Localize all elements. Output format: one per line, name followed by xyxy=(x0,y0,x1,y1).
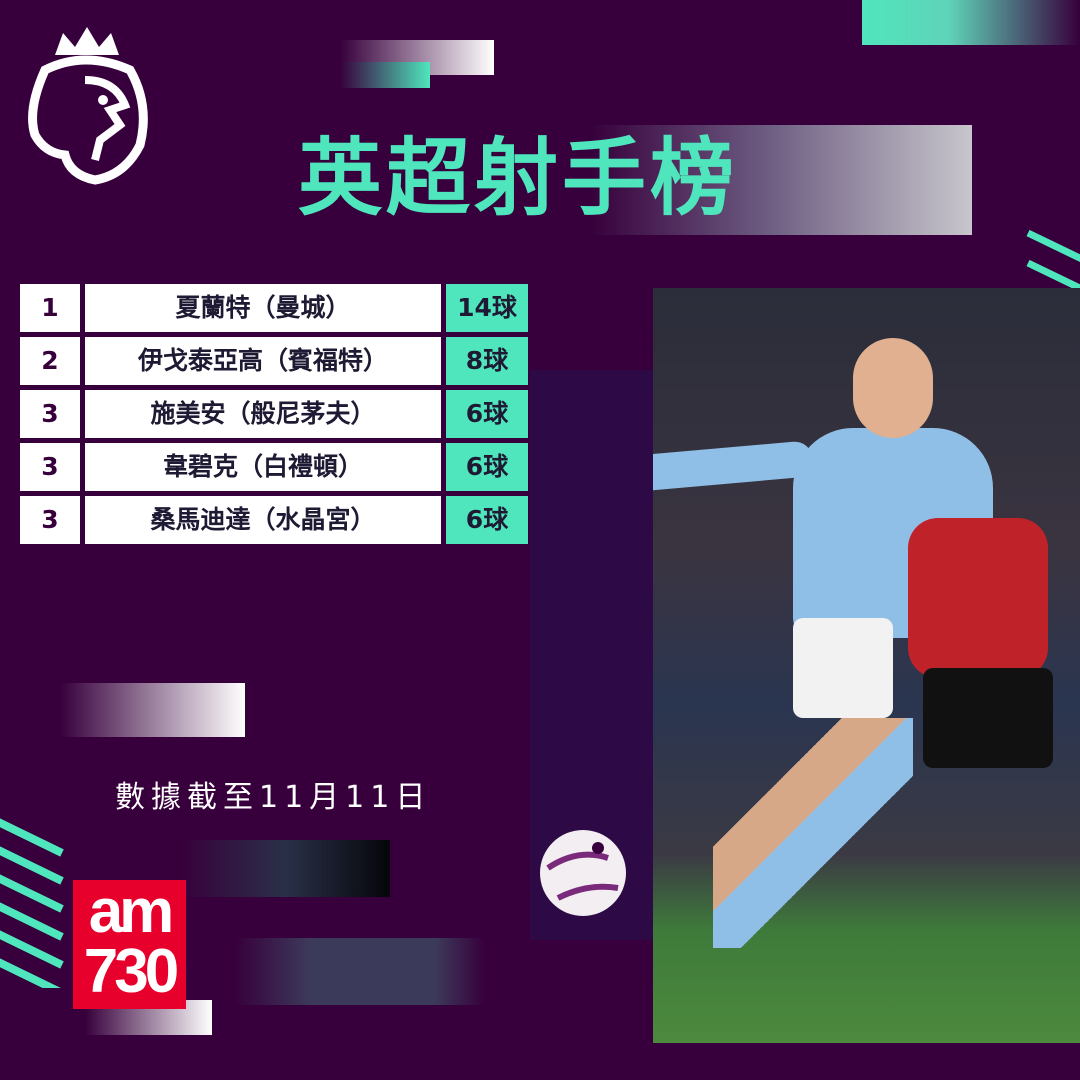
player-arm xyxy=(653,440,815,492)
player-head xyxy=(853,338,933,438)
football-icon xyxy=(540,830,626,916)
player-cell: 夏蘭特（曼城） xyxy=(85,284,441,332)
player-legs xyxy=(713,718,913,948)
opponent-shirt xyxy=(908,518,1048,678)
stripes-left-icon xyxy=(0,818,64,988)
player-shorts xyxy=(793,618,893,718)
rank-cell: 3 xyxy=(20,496,80,544)
table-row: 3 桑馬迪達（水晶宮） 6球 xyxy=(20,496,528,544)
table-row: 3 韋碧克（白禮頓） 6球 xyxy=(20,443,528,491)
rank-cell: 3 xyxy=(20,443,80,491)
title-backdrop xyxy=(590,125,972,235)
am730-logo: am 730 xyxy=(73,880,186,1009)
table-row: 2 伊戈泰亞高（賓福特） 8球 xyxy=(20,337,528,385)
rank-cell: 3 xyxy=(20,390,80,438)
goals-cell: 8球 xyxy=(446,337,528,385)
player-photo xyxy=(653,288,1080,1043)
player-cell: 韋碧克（白禮頓） xyxy=(85,443,441,491)
player-cell: 伊戈泰亞高（賓福特） xyxy=(85,337,441,385)
player-cell: 施美安（般尼茅夫） xyxy=(85,390,441,438)
am730-logo-text: am 730 xyxy=(83,877,179,1006)
rank-cell: 2 xyxy=(20,337,80,385)
premier-league-lion-logo xyxy=(28,27,148,185)
decor-bar-mid-left xyxy=(60,683,245,737)
player-cell: 桑馬迪達（水晶宮） xyxy=(85,496,441,544)
decor-bar-dark xyxy=(180,840,390,897)
page-title: 英超射手榜 xyxy=(298,129,739,227)
opponent-shorts xyxy=(923,668,1053,768)
rank-cell: 1 xyxy=(20,284,80,332)
goals-cell: 6球 xyxy=(446,390,528,438)
stripes-right-icon xyxy=(1026,229,1080,288)
decor-bar-teal xyxy=(340,62,430,88)
decor-bar-bottom-grey xyxy=(235,938,485,1005)
decor-bar-top-right xyxy=(862,0,1080,45)
goals-cell: 6球 xyxy=(446,443,528,491)
goals-cell: 6球 xyxy=(446,496,528,544)
data-date-note: 數據截至11月11日 xyxy=(115,780,432,815)
table-row: 1 夏蘭特（曼城） 14球 xyxy=(20,284,528,332)
table-row: 3 施美安（般尼茅夫） 6球 xyxy=(20,390,528,438)
goals-cell: 14球 xyxy=(446,284,528,332)
